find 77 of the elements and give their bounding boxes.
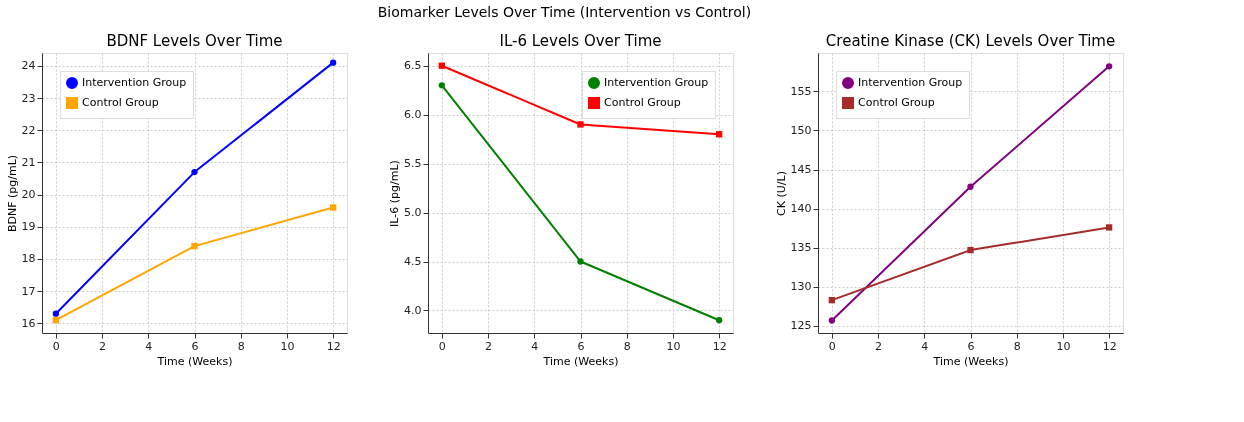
y-axis-title: IL-6 (pg/mL) [388, 160, 402, 227]
x-tick-label: 8 [237, 339, 245, 353]
y-tick-label: 16 [21, 316, 36, 330]
x-tick-label: 6 [191, 339, 199, 353]
x-tick-label: 6 [967, 339, 975, 353]
point [52, 316, 60, 324]
chart-title: IL-6 Levels Over Time [499, 32, 662, 50]
x-tick-label: 4 [145, 339, 153, 353]
y-tick-label: 125 [790, 319, 812, 333]
y-tick-label: 20 [21, 188, 36, 202]
x-tick-label: 10 [280, 339, 295, 353]
x-tick-label: 10 [666, 339, 681, 353]
x-tick-label: 8 [623, 339, 631, 353]
chart-title: Creatine Kinase (CK) Levels Over Time [825, 32, 1116, 50]
x-axis-title: Time (Weeks) [542, 354, 619, 368]
legend-label: Intervention Group [82, 76, 187, 89]
legend-label: Intervention Group [858, 76, 963, 89]
legend-label: Intervention Group [604, 76, 709, 89]
y-tick-label: 5.5 [404, 157, 422, 171]
point [577, 121, 584, 128]
legend-label: Control Group [858, 96, 935, 109]
point [1105, 63, 1113, 70]
point [828, 296, 836, 304]
y-tick-label: 6.5 [404, 59, 422, 73]
x-tick-label: 8 [1013, 339, 1021, 353]
y-tick-label: 19 [21, 220, 36, 234]
y-tick-label: 21 [21, 155, 36, 169]
text: Biomarker Levels Over Time (Intervention vs Control) [377, 3, 752, 20]
y-tick-label: 140 [790, 202, 812, 216]
legend-label: Control Group [604, 96, 681, 109]
point [438, 62, 446, 69]
x-tick-label: 2 [875, 339, 883, 353]
x-tick-label: 4 [531, 339, 539, 353]
y-tick-label: 23 [21, 91, 36, 105]
y-tick-label: 130 [790, 280, 812, 294]
y-tick-label: 145 [790, 163, 812, 177]
point [191, 242, 198, 250]
point [967, 246, 974, 254]
y-tick-label: 150 [790, 123, 812, 137]
point [577, 258, 584, 265]
y-tick-label: 5.0 [404, 206, 422, 220]
point [1105, 224, 1113, 231]
point [828, 317, 836, 324]
legend-label: Control Group [82, 96, 159, 109]
x-tick-label: 12 [712, 339, 727, 353]
point [52, 310, 60, 317]
x-axis-title: Time (Weeks) [932, 354, 1009, 368]
y-tick-label: 22 [21, 123, 36, 137]
y-tick-label: 155 [790, 84, 812, 98]
point [329, 59, 337, 66]
point [329, 204, 337, 211]
x-tick-label: 2 [99, 339, 107, 353]
y-tick-label: 4.0 [404, 303, 422, 317]
y-tick-label: 17 [21, 284, 36, 298]
x-tick-label: 0 [52, 339, 60, 353]
x-tick-label: 6 [577, 339, 585, 353]
y-tick-label: 6.0 [404, 108, 422, 122]
x-tick-label: 0 [828, 339, 836, 353]
y-axis-title: CK (U/L) [774, 171, 788, 216]
point [967, 183, 974, 190]
x-tick-label: 2 [485, 339, 493, 353]
x-axis-title: Time (Weeks) [156, 354, 233, 368]
x-tick-label: 4 [921, 339, 929, 353]
y-tick-label: 135 [790, 241, 812, 255]
y-tick-label: 4.5 [404, 255, 422, 269]
x-tick-label: 10 [1056, 339, 1071, 353]
point [715, 317, 723, 324]
y-tick-label: 18 [21, 252, 36, 266]
chart-title: BDNF Levels Over Time [106, 32, 283, 50]
x-tick-label: 0 [438, 339, 446, 353]
point [191, 168, 198, 176]
y-axis-title: BDNF (pg/mL) [5, 154, 19, 233]
point [438, 82, 446, 89]
x-tick-label: 12 [326, 339, 341, 353]
y-tick-label: 24 [21, 59, 36, 73]
point [715, 131, 723, 138]
x-tick-label: 12 [1102, 339, 1117, 353]
